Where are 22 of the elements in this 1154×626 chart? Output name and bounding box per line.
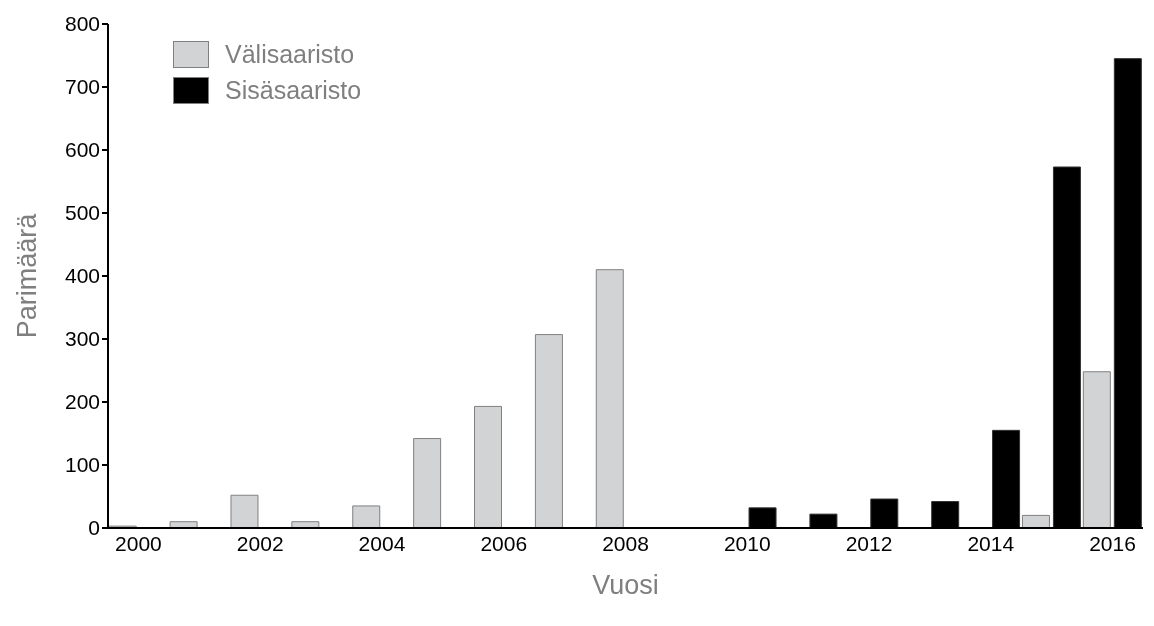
y-tick-label: 100 <box>64 453 100 477</box>
x-axis-title: Vuosi <box>592 570 659 600</box>
y-tick-label: 200 <box>64 390 100 414</box>
y-tick-label: 300 <box>64 327 100 351</box>
y-tick-label: 400 <box>64 264 100 288</box>
x-tick-label: 2004 <box>358 531 406 555</box>
y-tick-label: 700 <box>64 75 100 99</box>
x-tick-label: 2012 <box>845 531 893 555</box>
x-tick-label: 2014 <box>967 531 1015 555</box>
y-tick-label: 800 <box>64 12 100 36</box>
x-tick-label: 2006 <box>480 531 528 555</box>
x-tick-label: 2008 <box>602 531 649 555</box>
x-tick-label: 2000 <box>115 531 162 555</box>
y-tick-label: 0 <box>88 516 100 540</box>
x-tick-label: 2002 <box>236 531 284 555</box>
y-tick-label: 600 <box>64 138 100 162</box>
x-tick-label: 2016 <box>1089 531 1136 555</box>
y-tick-label: 500 <box>64 201 100 225</box>
legend-label: Välisaaristo <box>225 39 355 70</box>
y-axis-title: Parimäärä <box>11 212 42 339</box>
x-tick-label: 2010 <box>723 531 771 555</box>
legend-label: Sisäsaaristo <box>225 75 362 106</box>
